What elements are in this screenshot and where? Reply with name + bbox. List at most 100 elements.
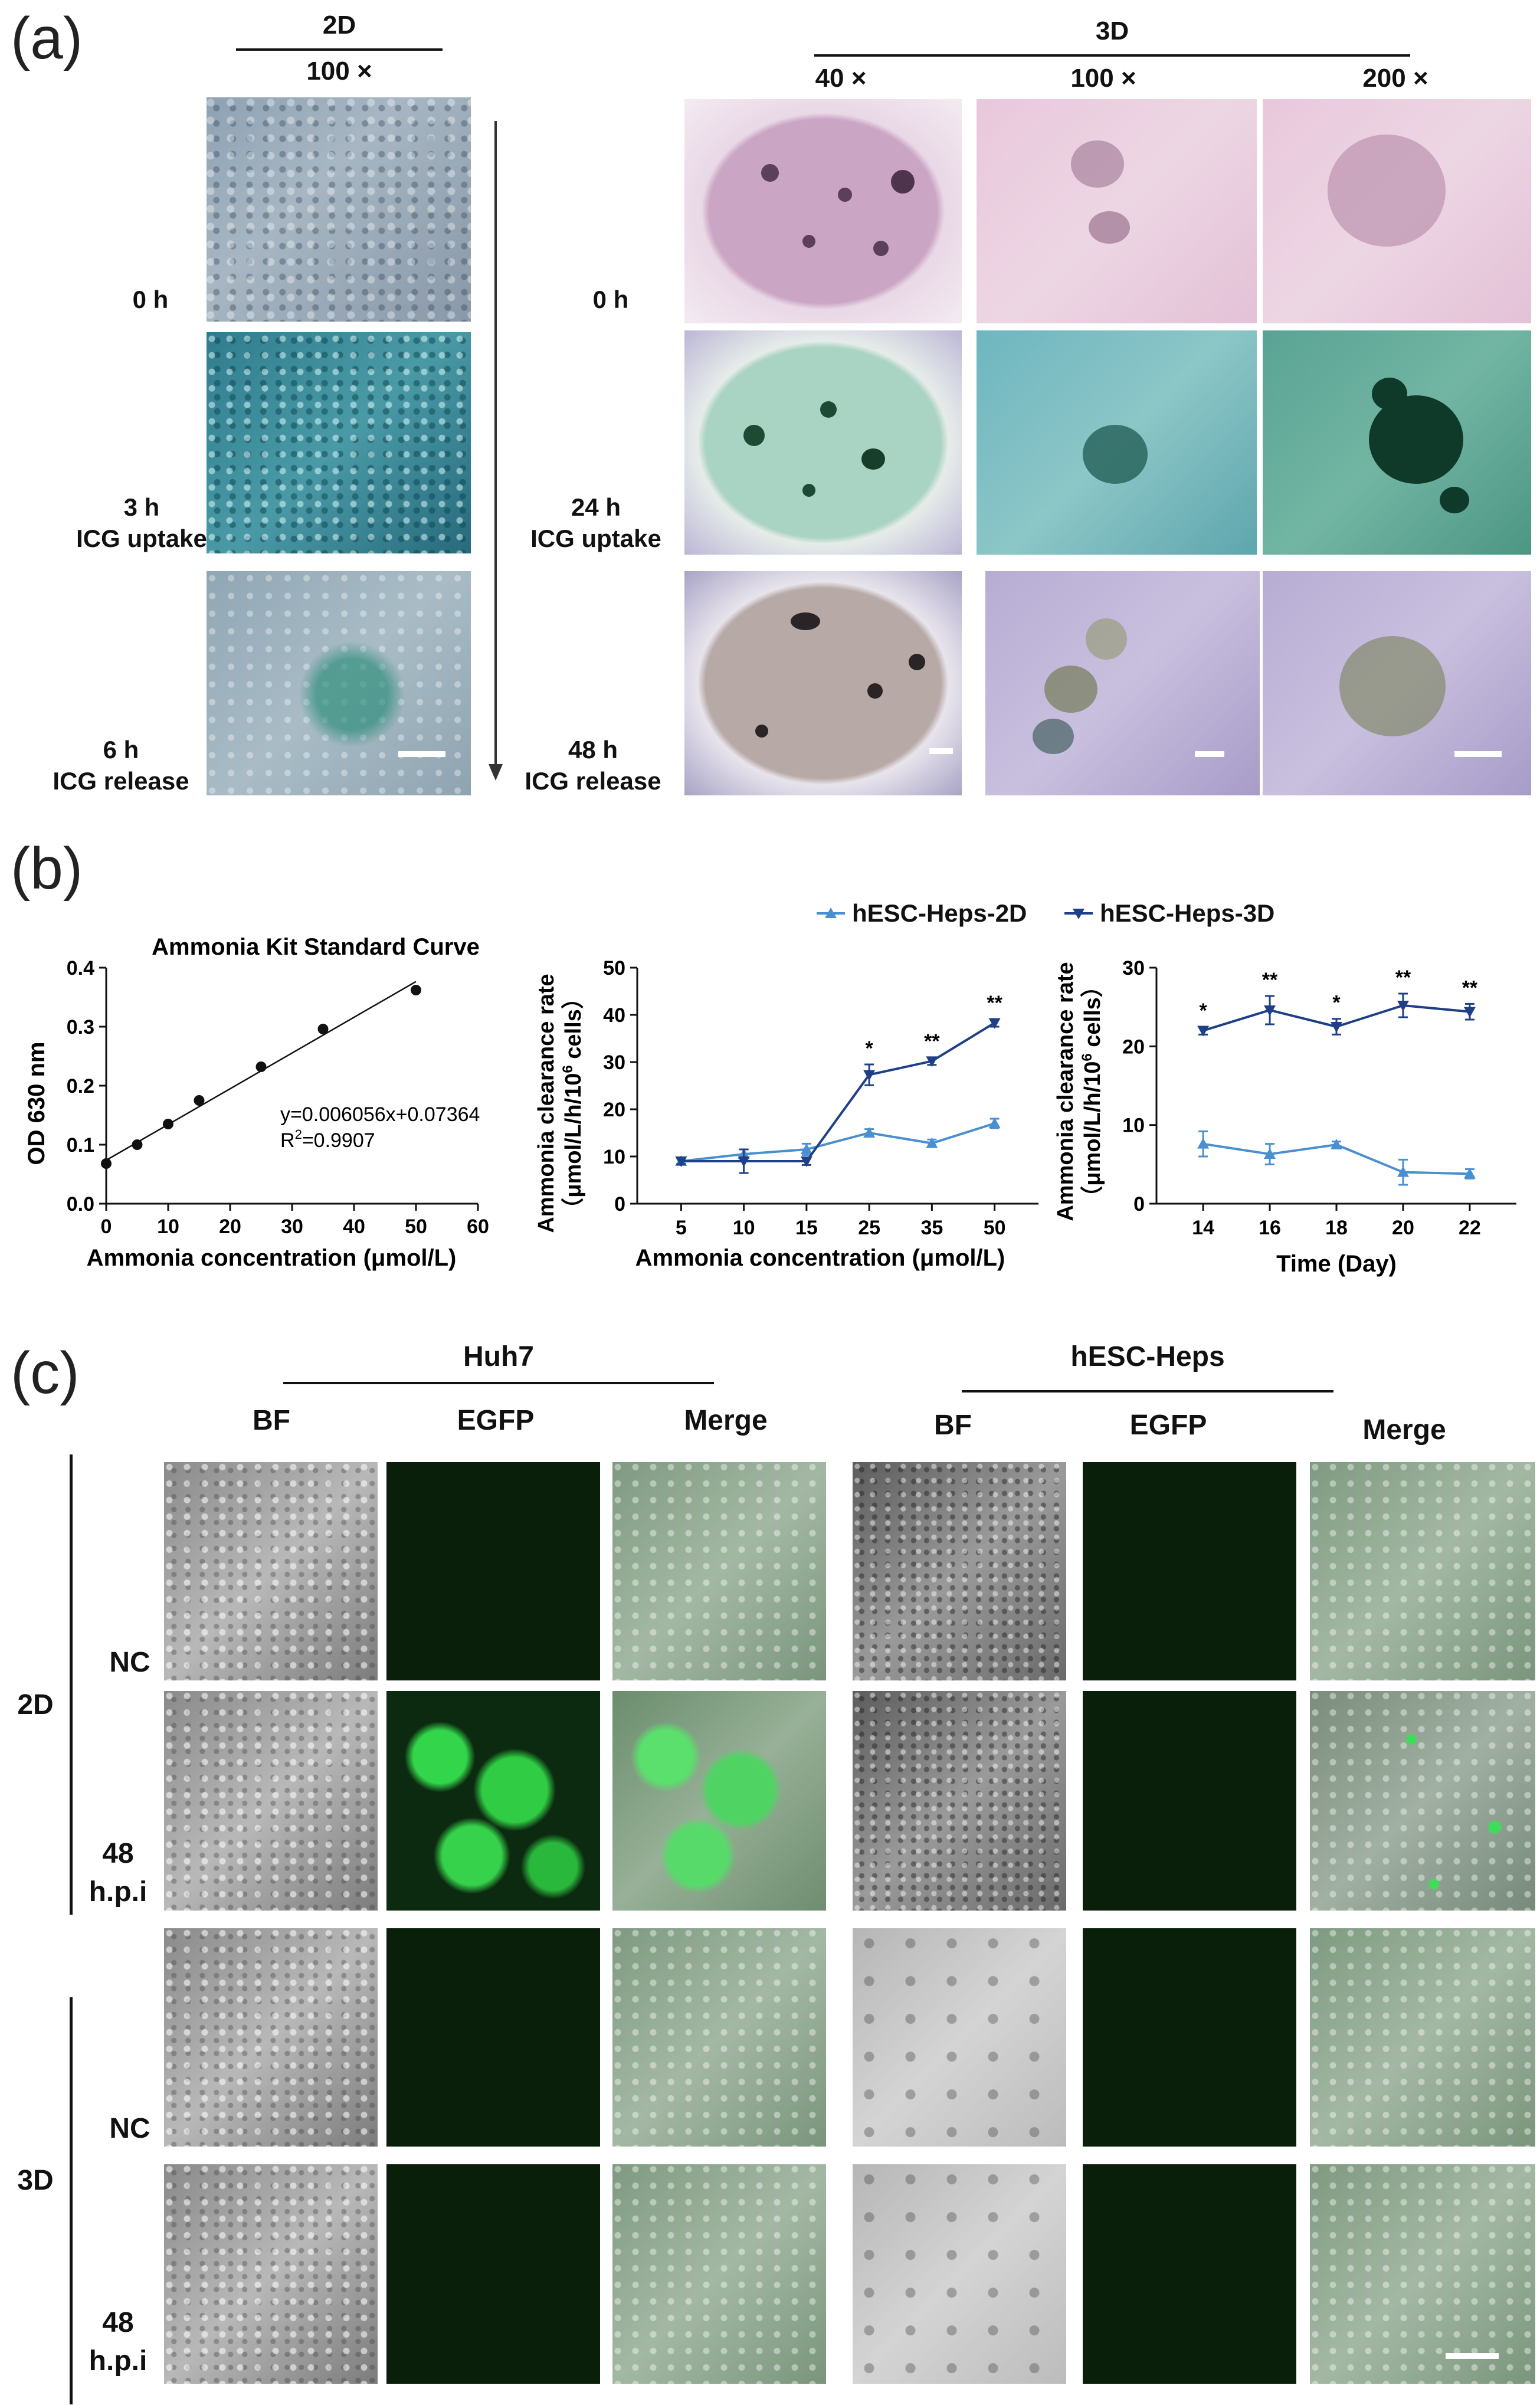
panel-c-condition-2d: 2D	[17, 1689, 54, 1721]
chart1-x-tick-label: 0	[101, 1215, 112, 1238]
chart2-series-3d-marker	[675, 1156, 687, 1167]
chart2-significance-label: *	[866, 1037, 874, 1060]
panel-c-hesc-3d-48hpi-merge-image	[1310, 2164, 1535, 2384]
chart3-x-tick-label: 20	[1392, 1217, 1414, 1239]
chart1-y-tick-label: 0.0	[67, 1193, 94, 1215]
panel-c-huh7-3d-nc-egfp-image	[386, 1928, 600, 2147]
panel-c-huh7-2d-48hpi-merge-image	[612, 1691, 826, 1911]
chart3-y-axis-label-line2: （μmol/L/h/106 cells）	[1079, 975, 1105, 1208]
standard-curve-chart: Ammonia Kit Standard Curve 0 10 20 30 40 50 60…	[24, 934, 489, 1271]
chart3-y-tick-label: 20	[1122, 1036, 1145, 1058]
chart2-y-axis-label-line1: Ammonia clearance rate	[534, 974, 559, 1233]
panel-a-3d-mag-40x: 40 ×	[815, 64, 867, 93]
chart2-y-tick-label: 30	[603, 1051, 625, 1074]
panel-c-row-label-3d-48hpi: 48 h.p.i	[89, 2307, 148, 2377]
chart3-significance-label: **	[1462, 977, 1478, 999]
panel-c-row-label-3d-nc: NC	[109, 2113, 150, 2144]
panel-a-3d-48h-40x-image	[684, 571, 962, 795]
chart3-y-tick-label: 0	[1133, 1193, 1145, 1215]
panel-a-3d-mag-100x: 100 ×	[1070, 64, 1136, 93]
chart1-data-point	[163, 1119, 173, 1129]
chart1-y-tick-label: 0.2	[67, 1075, 94, 1097]
panel-a-2d-6h-icg-release-image	[207, 571, 471, 795]
chart3-series-3d-marker	[1331, 1022, 1342, 1033]
panel-a-2d-rule	[236, 48, 443, 51]
chart3-x-tick-label: 22	[1459, 1217, 1481, 1239]
chart1-x-tick-label: 60	[467, 1215, 489, 1238]
chart1-y-tick-label: 0.4	[67, 957, 94, 979]
chart2-series-3d-marker	[926, 1056, 938, 1067]
chart2-x-tick-label: 50	[984, 1217, 1006, 1239]
chart3-series-3d-marker	[1197, 1025, 1210, 1037]
panel-c-huh7-3d-nc-merge-image	[612, 1928, 826, 2147]
panel-a-2d-row-label-3h: 3 h ICG uptake	[76, 493, 207, 552]
chart2-series-3d-line	[681, 1021, 995, 1162]
panel-c-hesc-2d-nc-merge-image	[1310, 1462, 1535, 1680]
chart1-data-point	[101, 1158, 112, 1169]
chart2-series-2d-line	[681, 1122, 995, 1162]
panel-a-2d-row-label-6h: 6 h ICG release	[53, 736, 189, 795]
chart1-x-tick-label: 50	[405, 1215, 427, 1238]
chart2-x-tick-label: 25	[858, 1217, 880, 1239]
legend-label-3d: hESC-Heps-3D	[1100, 899, 1275, 927]
panel-c-col-bf-hesc: BF	[934, 1410, 972, 1441]
chart2-series-3d-marker	[800, 1156, 812, 1167]
chart2-x-axis-label: Ammonia concentration (μmol/L)	[635, 1245, 1005, 1271]
panel-c-huh7-3d-nc-bf-image	[164, 1928, 378, 2147]
chart2-series-3d-marker	[988, 1018, 1001, 1029]
panel-a-2d-row-label-0h: 0 h	[132, 286, 169, 313]
panel-c-2d-bracket	[70, 1454, 73, 1915]
chart3-x-tick-label: 18	[1325, 1217, 1348, 1239]
chart2-series-2d-marker	[926, 1137, 938, 1148]
chart3-x-tick-label: 14	[1192, 1217, 1214, 1239]
chart2-significance-label: **	[987, 992, 1002, 1014]
chart2-series-2d-marker	[988, 1118, 1001, 1128]
chart1-data-point	[317, 1024, 329, 1034]
panel-c-huh7-rule	[283, 1382, 714, 1384]
panel-c-group-huh7: Huh7	[463, 1341, 534, 1372]
panel-c-group-hesc-heps: hESC-Heps	[1070, 1341, 1225, 1372]
panel-c-hesc-3d-nc-bf-image	[853, 1928, 1066, 2147]
chart2-significance-label: **	[924, 1030, 940, 1053]
chart2-y-tick-label: 0	[614, 1193, 625, 1215]
chart3-y-tick-label: 30	[1122, 957, 1145, 979]
chart3-y-tick-label: 10	[1122, 1115, 1145, 1137]
panel-c-huh7-2d-nc-bf-image	[164, 1462, 378, 1680]
chart2-x-tick-label: 35	[920, 1217, 943, 1239]
chart1-x-tick-label: 40	[343, 1215, 365, 1238]
chart2-series-3d-marker	[863, 1070, 876, 1081]
panel-c-condition-3d: 3D	[17, 2165, 54, 2196]
panel-c-huh7-3d-48hpi-egfp-image	[386, 2164, 600, 2384]
chart2-x-tick-label: 10	[733, 1217, 755, 1239]
panel-a-3d-40x-scale-bar	[929, 748, 953, 754]
panel-a-time-arrow	[489, 121, 503, 781]
panel-c-hesc-2d-48hpi-bf-image	[853, 1691, 1066, 1911]
chart2-series-3d-marker	[738, 1156, 750, 1167]
chart2-y-tick-label: 50	[603, 957, 625, 979]
panel-c-col-merge-huh7: Merge	[684, 1405, 768, 1436]
chart2-y-tick-label: 40	[603, 1004, 625, 1027]
legend: hESC-Heps-2D hESC-Heps-3D	[814, 897, 1345, 932]
panel-c-hesc-3d-48hpi-bf-image	[853, 2164, 1066, 2384]
chart3-series-3d-marker	[1463, 1007, 1476, 1018]
chart3-series-2d-marker	[1463, 1168, 1476, 1179]
chart1-y-tick-label: 0.3	[67, 1016, 94, 1038]
panel-a-3d-row-label-0h: 0 h	[592, 286, 629, 313]
chart1-data-point	[411, 985, 421, 995]
panel-a-3d-rule	[814, 54, 1410, 57]
chart3-x-tick-label: 16	[1259, 1217, 1281, 1239]
panel-c-col-bf-huh7: BF	[253, 1405, 290, 1436]
chart3-series-2d-marker	[1264, 1148, 1276, 1159]
panel-a-3d-48h-200x-image	[1263, 571, 1531, 795]
panel-c-hesc-2d-nc-egfp-image	[1083, 1462, 1296, 1680]
chart1-r2: R2=0.9907	[280, 1127, 375, 1152]
legend-marker-3d	[1064, 909, 1093, 919]
chart1-data-point	[132, 1139, 143, 1150]
panel-c-col-egfp-huh7: EGFP	[457, 1405, 535, 1436]
panel-c-huh7-2d-48hpi-egfp-image	[386, 1691, 600, 1911]
panel-c-hesc-2d-nc-bf-image	[853, 1462, 1066, 1680]
panel-a-3d-24h-40x-image	[684, 330, 962, 555]
chart3-significance-label: **	[1395, 966, 1411, 989]
